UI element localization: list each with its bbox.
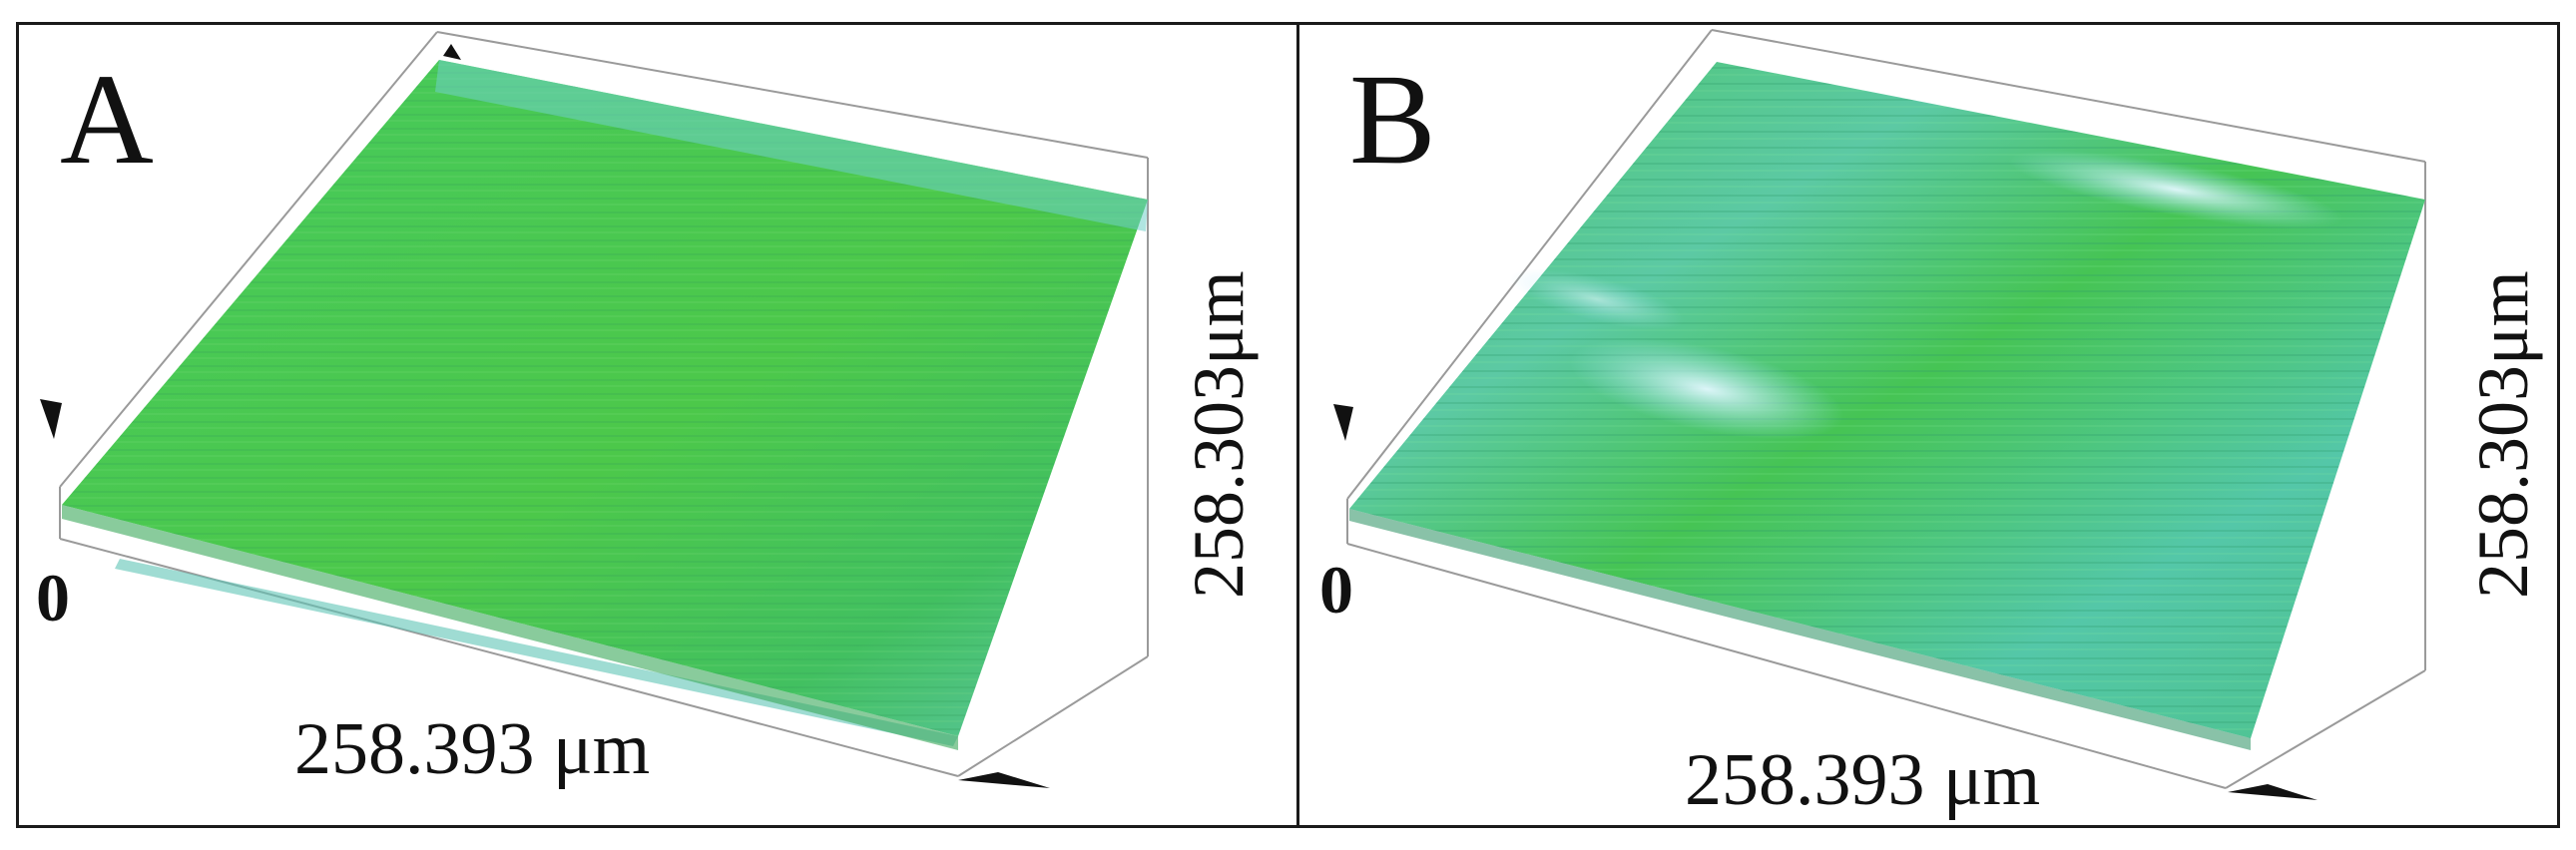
y-axis-label: 258.303μm xyxy=(1179,270,1259,599)
bounding-box xyxy=(1346,29,2426,789)
panel-a: A 0 258.393 μm 258.303μm xyxy=(36,31,1259,790)
z-axis-arrow-icon xyxy=(40,399,62,439)
x-axis-arrow-icon xyxy=(2228,784,2318,800)
panel-label: A xyxy=(60,48,154,192)
panel-divider xyxy=(1296,22,1299,828)
panel-label: B xyxy=(1349,48,1436,192)
axis-arrows xyxy=(40,44,1050,788)
surface-a xyxy=(62,60,1148,750)
origin-label: 0 xyxy=(1319,552,1353,628)
y-axis-arrow-icon xyxy=(443,44,461,60)
y-axis-label: 258.303μm xyxy=(2463,270,2543,599)
panel-b: B 0 258.393 μm 258.303μm xyxy=(1319,29,2543,821)
z-axis-arrow-icon xyxy=(1333,404,1353,441)
origin-label: 0 xyxy=(36,560,70,636)
surface-b xyxy=(1349,62,2425,750)
x-axis-arrow-icon xyxy=(958,772,1050,788)
x-axis-label: 258.393 μm xyxy=(1685,739,2040,821)
axis-arrows xyxy=(1333,404,2318,800)
x-axis-label: 258.393 μm xyxy=(294,708,650,790)
